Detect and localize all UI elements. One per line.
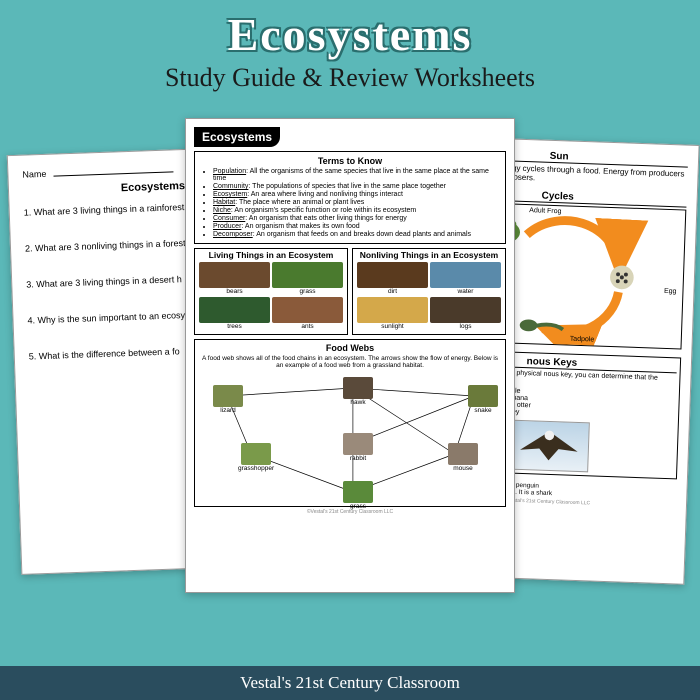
terms-box: Terms to Know Population: All the organi… bbox=[194, 151, 506, 244]
thumb-water: water bbox=[430, 262, 501, 295]
web-node-snake: snake bbox=[468, 385, 498, 414]
eagle-image bbox=[508, 420, 590, 473]
term-item: Population: All the organisms of the sam… bbox=[213, 168, 499, 182]
thumb-trees: trees bbox=[199, 297, 270, 330]
nonliving-box: Nonliving Things in an Ecosystem dirtwat… bbox=[352, 248, 506, 335]
term-item: Ecosystem: An area where living and nonl… bbox=[213, 191, 499, 198]
product-title: Ecosystems bbox=[0, 8, 700, 61]
cycle-label-adult: Adult Frog bbox=[529, 207, 562, 215]
web-node-lizard: lizard bbox=[213, 385, 243, 414]
thumb-dirt: dirt bbox=[357, 262, 428, 295]
term-item: Decomposer: An organism that feeds on an… bbox=[213, 231, 499, 238]
web-node-grass: grass bbox=[343, 481, 373, 510]
thumb-grass: grass bbox=[272, 262, 343, 295]
header-banner: Ecosystems Study Guide & Review Workshee… bbox=[0, 0, 700, 97]
web-node-grasshopper: grasshopper bbox=[238, 443, 274, 472]
term-item: Habitat: The place where an animal or pl… bbox=[213, 199, 499, 206]
footer-brand: Vestal's 21st Century Classroom bbox=[0, 666, 700, 700]
term-item: Community: The populations of species th… bbox=[213, 183, 499, 190]
food-web-diagram: lizardhawksnakegrasshopperrabbitmousegra… bbox=[198, 373, 502, 503]
living-heading: Living Things in an Ecosystem bbox=[197, 251, 345, 260]
cycle-label-egg: Egg bbox=[664, 288, 677, 295]
web-node-mouse: mouse bbox=[448, 443, 478, 472]
study-guide-page-center: Ecosystems Terms to Know Population: All… bbox=[185, 118, 515, 593]
thumb-sunlight: sunlight bbox=[357, 297, 428, 330]
thumb-ants: ants bbox=[272, 297, 343, 330]
web-node-hawk: hawk bbox=[343, 377, 373, 406]
thumb-bears: bears bbox=[199, 262, 270, 295]
food-web-box: Food Webs A food web shows all of the fo… bbox=[194, 339, 506, 507]
food-web-text: A food web shows all of the food chains … bbox=[198, 355, 502, 369]
thumb-logs: logs bbox=[430, 297, 501, 330]
ecosystems-band: Ecosystems bbox=[194, 127, 280, 147]
nonliving-heading: Nonliving Things in an Ecosystem bbox=[355, 251, 503, 260]
term-item: Producer: An organism that makes its own… bbox=[213, 223, 499, 230]
term-item: Niche: An organism's specific function o… bbox=[213, 207, 499, 214]
cycle-label-tadpole: Tadpole bbox=[570, 336, 595, 344]
preview-canvas: Name Ecosystems 1. What are 3 living thi… bbox=[0, 110, 700, 666]
food-web-heading: Food Webs bbox=[198, 343, 502, 353]
name-label: Name bbox=[22, 169, 46, 180]
web-node-rabbit: rabbit bbox=[343, 433, 373, 462]
product-subtitle: Study Guide & Review Worksheets bbox=[0, 63, 700, 93]
terms-heading: Terms to Know bbox=[201, 156, 499, 166]
living-box: Living Things in an Ecosystem bearsgrass… bbox=[194, 248, 348, 335]
term-item: Consumer: An organism that eats other li… bbox=[213, 215, 499, 222]
